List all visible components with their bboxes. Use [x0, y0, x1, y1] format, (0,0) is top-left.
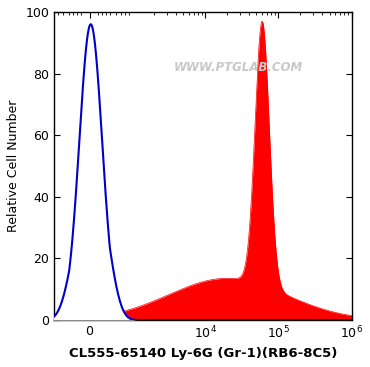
- Y-axis label: Relative Cell Number: Relative Cell Number: [7, 100, 20, 232]
- Text: WWW.PTGLAB.COM: WWW.PTGLAB.COM: [174, 61, 303, 74]
- X-axis label: CL555-65140 Ly-6G (Gr-1)(RB6-8C5): CL555-65140 Ly-6G (Gr-1)(RB6-8C5): [69, 347, 337, 360]
